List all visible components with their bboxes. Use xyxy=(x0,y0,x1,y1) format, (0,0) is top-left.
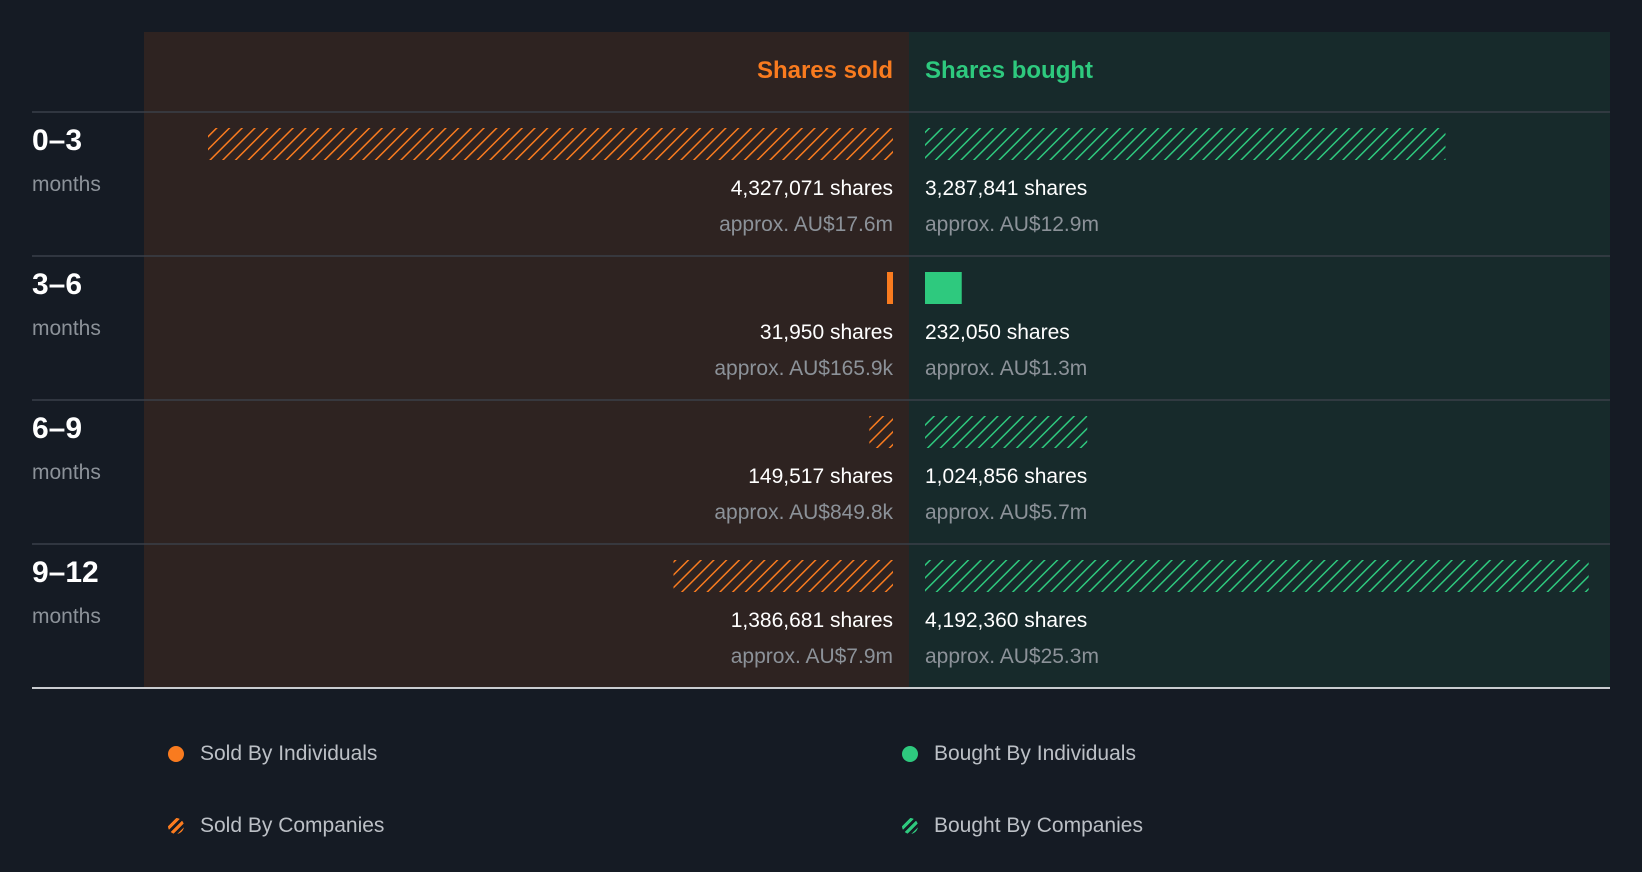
sold-shares-label: 31,950 shares xyxy=(760,321,893,344)
period-unit-label: months xyxy=(32,605,101,628)
bought-shares-label: 232,050 shares xyxy=(925,321,1070,344)
sold-bar xyxy=(673,560,893,592)
bought-value-label: approx. AU$12.9m xyxy=(925,213,1099,236)
legend-item: Bought By Individuals xyxy=(902,742,1136,766)
sold-bar xyxy=(869,416,893,448)
period-unit-label: months xyxy=(32,461,101,484)
period-range-label: 0–3 xyxy=(32,124,82,157)
header-shares-bought: Shares bought xyxy=(925,57,1093,84)
solid-dot-icon xyxy=(168,746,184,762)
bought-bar xyxy=(925,560,1589,592)
sold-shares-label: 149,517 shares xyxy=(748,465,893,488)
legend-label: Sold By Individuals xyxy=(200,742,378,765)
legend-item: Bought By Companies xyxy=(902,814,1143,838)
legend-label: Bought By Companies xyxy=(934,814,1143,837)
sold-value-label: approx. AU$7.9m xyxy=(731,645,893,668)
legend-item: Sold By Companies xyxy=(168,814,384,838)
row-3: 9–12 months 1,386,681 shares approx. AU$7.9… xyxy=(32,543,1610,668)
bought-shares-label: 4,192,360 shares xyxy=(925,609,1087,632)
sold-bar xyxy=(208,128,893,160)
bought-value-label: approx. AU$5.7m xyxy=(925,501,1087,524)
solid-dot-icon xyxy=(902,746,918,762)
row-1: 3–6 months 31,950 shares approx. AU$165.9k 2… xyxy=(32,255,1610,380)
sold-value-label: approx. AU$17.6m xyxy=(719,213,893,236)
bought-bar xyxy=(925,272,962,304)
period-range-label: 3–6 xyxy=(32,268,82,301)
hatched-dot-icon xyxy=(902,818,918,834)
sold-shares-label: 4,327,071 shares xyxy=(731,177,893,200)
header-shares-sold: Shares sold xyxy=(757,57,893,84)
bought-shares-label: 1,024,856 shares xyxy=(925,465,1087,488)
period-range-label: 9–12 xyxy=(32,556,99,589)
row-0: 0–3 months 4,327,071 shares approx. AU$17.6… xyxy=(32,124,1446,236)
sold-bar xyxy=(887,272,893,304)
bought-value-label: approx. AU$25.3m xyxy=(925,645,1099,668)
legend-label: Bought By Individuals xyxy=(934,742,1136,765)
sold-value-label: approx. AU$165.9k xyxy=(714,357,893,380)
sold-value-label: approx. AU$849.8k xyxy=(714,501,893,524)
bought-value-label: approx. AU$1.3m xyxy=(925,357,1087,380)
bought-shares-label: 3,287,841 shares xyxy=(925,177,1087,200)
row-2: 6–9 months 149,517 shares approx. AU$849.8k… xyxy=(32,399,1610,524)
bought-bar xyxy=(925,128,1446,160)
period-unit-label: months xyxy=(32,173,101,196)
sold-shares-label: 1,386,681 shares xyxy=(731,609,893,632)
period-range-label: 6–9 xyxy=(32,412,82,445)
legend-item: Sold By Individuals xyxy=(168,742,377,766)
bought-bar xyxy=(925,416,1088,448)
period-unit-label: months xyxy=(32,317,101,340)
legend-label: Sold By Companies xyxy=(200,814,385,837)
hatched-dot-icon xyxy=(168,818,184,834)
